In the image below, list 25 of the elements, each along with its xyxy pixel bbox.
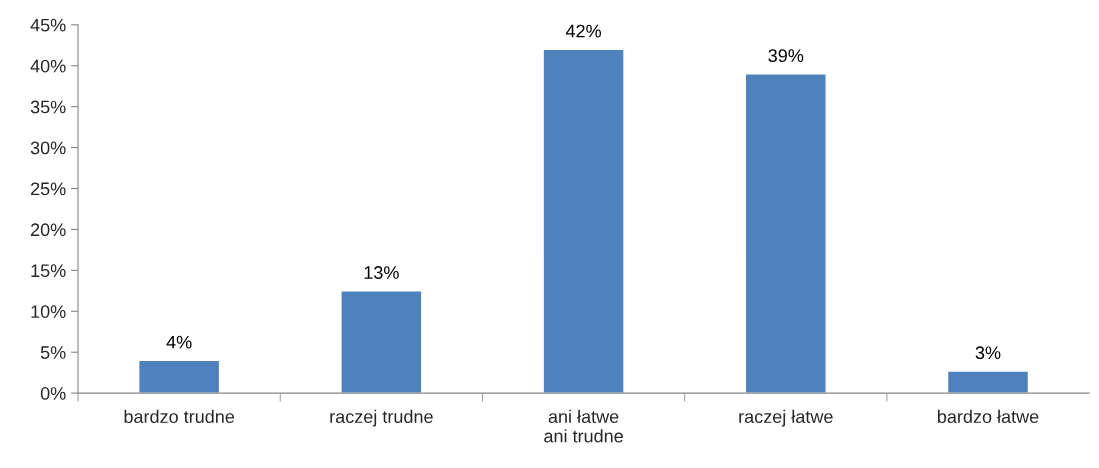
- y-tick-label: 15%: [31, 264, 66, 278]
- x-tick-label: ani łatwe ani trudne: [544, 409, 623, 443]
- data-label: 42%: [565, 24, 601, 38]
- x-tick-label: bardzo trudne: [124, 409, 235, 424]
- y-tick-label: 30%: [30, 141, 66, 155]
- y-tick-label: 25%: [31, 182, 66, 196]
- y-tick-label: 10%: [31, 305, 66, 318]
- y-tick-label: 0%: [40, 387, 66, 400]
- bar: [137, 359, 221, 394]
- data-label: 4%: [166, 335, 192, 349]
- bar: [542, 48, 625, 394]
- x-tick-label: raczej trudne: [330, 409, 433, 427]
- y-tick-label: 35%: [30, 100, 66, 114]
- y-tick-label: 5%: [40, 346, 66, 359]
- x-tick-label: raczej łatwe: [739, 409, 833, 427]
- y-tick-label: 45%: [30, 18, 66, 32]
- data-label: 3%: [975, 346, 1001, 360]
- bar: [946, 370, 1030, 394]
- bar: [744, 73, 827, 394]
- data-label: 13%: [364, 266, 399, 279]
- x-tick-label: bardzo łatwe: [937, 409, 1039, 424]
- y-tick-label: 20%: [31, 223, 66, 237]
- bar: [340, 290, 423, 394]
- data-label: 39%: [768, 49, 804, 63]
- y-tick-label: 40%: [30, 59, 66, 73]
